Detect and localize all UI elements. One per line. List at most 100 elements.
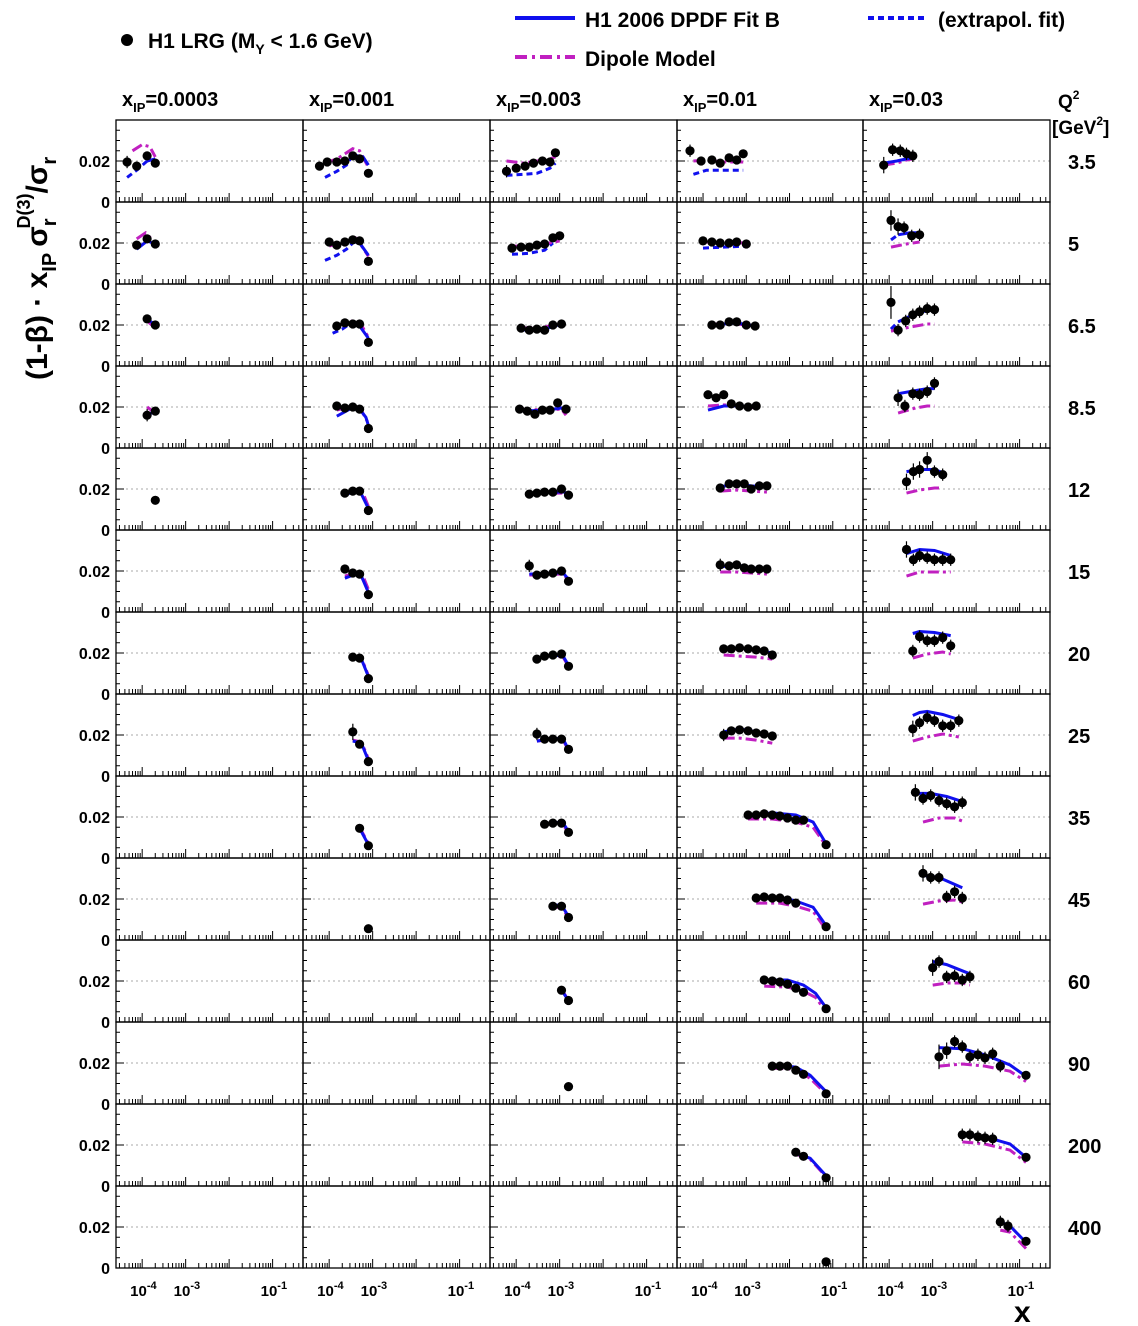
data-point bbox=[739, 563, 749, 573]
dipole-model-curve bbox=[906, 570, 951, 578]
data-point bbox=[942, 799, 952, 809]
data-point bbox=[910, 787, 921, 798]
x-tick-label: 10-1 bbox=[261, 1280, 287, 1300]
panel-frame bbox=[115, 939, 304, 1023]
dipole-model-curve bbox=[938, 1062, 1027, 1083]
panel bbox=[676, 1103, 864, 1187]
data-point bbox=[782, 979, 793, 989]
panel-frame bbox=[489, 529, 678, 613]
data-point bbox=[938, 555, 948, 565]
panel bbox=[115, 529, 304, 613]
data-point bbox=[501, 166, 512, 176]
data-point bbox=[314, 161, 325, 171]
panel-frame bbox=[302, 857, 491, 941]
data-point bbox=[798, 1151, 809, 1161]
data-point bbox=[922, 553, 932, 563]
panel-frame bbox=[115, 611, 304, 695]
panel-frame bbox=[676, 1185, 864, 1269]
dipole-model-curve bbox=[922, 816, 963, 824]
q2-value-label: 35 bbox=[1068, 808, 1090, 830]
data-point bbox=[918, 793, 928, 804]
data-point bbox=[922, 636, 932, 646]
panel bbox=[302, 529, 491, 613]
panel-frame bbox=[115, 529, 304, 613]
data-point bbox=[775, 811, 785, 821]
data-point bbox=[524, 561, 534, 571]
data-point bbox=[899, 223, 909, 233]
y-tick-label: 0 bbox=[101, 851, 110, 868]
panel bbox=[676, 1185, 864, 1269]
panel-frame bbox=[862, 939, 1051, 1023]
data-point bbox=[556, 901, 567, 911]
panel bbox=[862, 283, 1051, 367]
data-point bbox=[888, 145, 898, 155]
data-point bbox=[915, 230, 925, 240]
data-point bbox=[957, 798, 967, 808]
y-tick-label: 0.02 bbox=[79, 318, 110, 335]
data-point bbox=[563, 661, 574, 671]
panel bbox=[862, 775, 1051, 859]
data-point bbox=[732, 479, 742, 489]
panel bbox=[676, 775, 864, 859]
data-point bbox=[563, 490, 574, 500]
dpdf-fit-curve bbox=[906, 547, 952, 558]
data-point bbox=[132, 240, 142, 250]
data-point bbox=[893, 393, 903, 403]
panel bbox=[489, 1185, 678, 1269]
data-point bbox=[332, 157, 342, 167]
extrapolated-fit-curve bbox=[511, 241, 554, 256]
data-point bbox=[532, 729, 542, 739]
data-point bbox=[901, 316, 911, 326]
y-tick-label: 0 bbox=[101, 441, 110, 458]
panel bbox=[489, 939, 678, 1023]
panel bbox=[489, 693, 678, 777]
panel bbox=[115, 939, 304, 1023]
data-point bbox=[741, 320, 751, 330]
dipole-model-curve bbox=[890, 240, 920, 249]
data-point bbox=[548, 901, 558, 911]
data-point bbox=[142, 314, 152, 324]
data-point bbox=[950, 887, 960, 897]
dipole-model-curve bbox=[135, 230, 157, 245]
data-point bbox=[922, 455, 932, 465]
y-tick-label: 0.02 bbox=[79, 154, 110, 171]
data-point bbox=[348, 486, 358, 496]
panel bbox=[676, 939, 864, 1023]
data-point bbox=[754, 481, 764, 491]
data-point bbox=[929, 636, 940, 646]
data-point bbox=[995, 1061, 1005, 1071]
extrapolated-fit-curve bbox=[506, 162, 557, 177]
data-point bbox=[751, 893, 761, 903]
panel bbox=[676, 857, 864, 941]
panel-frame bbox=[489, 119, 678, 203]
data-point bbox=[886, 297, 896, 307]
q2-value-label: 45 bbox=[1068, 890, 1090, 912]
panel bbox=[862, 1103, 1051, 1187]
data-point bbox=[537, 405, 548, 415]
data-point bbox=[553, 398, 563, 408]
data-point bbox=[946, 641, 956, 651]
legend: H1 LRG (MY < 1.6 GeV) H1 2006 DPDF Fit B… bbox=[121, 9, 1065, 71]
dipole-model-curve bbox=[897, 404, 935, 415]
data-point bbox=[711, 393, 721, 403]
q2-header: Q2 bbox=[1058, 88, 1080, 113]
q2-value-label: 90 bbox=[1068, 1054, 1090, 1076]
data-point bbox=[954, 716, 964, 726]
data-point bbox=[363, 256, 373, 266]
data-point bbox=[540, 325, 550, 335]
panel bbox=[302, 283, 491, 367]
data-point bbox=[922, 387, 932, 397]
data-point bbox=[1021, 1236, 1031, 1246]
q2-value-label: 6.5 bbox=[1068, 316, 1096, 338]
column-header: xIP=0.0003 bbox=[122, 89, 218, 115]
data-point bbox=[132, 161, 142, 171]
data-point bbox=[532, 654, 542, 664]
panel-frame bbox=[676, 365, 864, 449]
data-point bbox=[355, 404, 365, 414]
data-point bbox=[515, 404, 525, 414]
y-tick-label: 0.02 bbox=[79, 1220, 110, 1237]
data-point bbox=[332, 401, 342, 411]
data-point bbox=[908, 389, 918, 399]
data-point bbox=[934, 872, 944, 883]
extrapolated-fit-curve bbox=[702, 244, 747, 250]
